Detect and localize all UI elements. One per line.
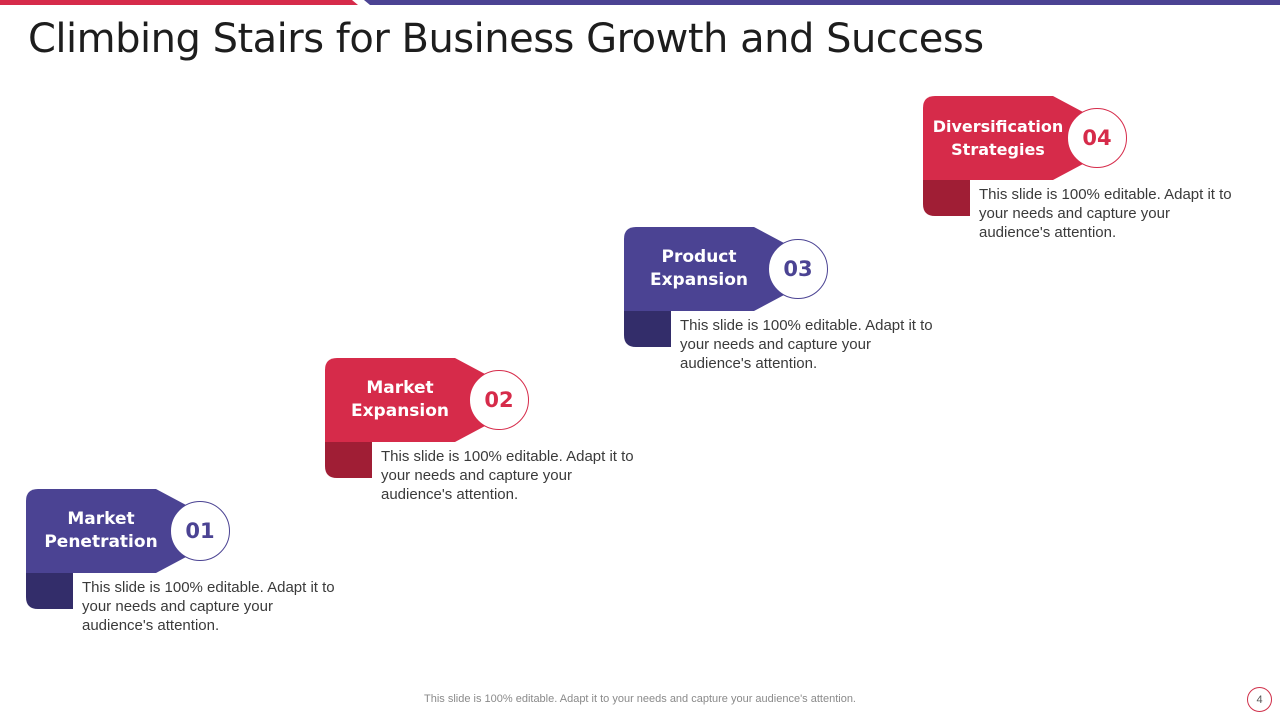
step-3-title-line1: Product [661, 247, 737, 267]
step-2-title-line1: Market [366, 378, 434, 398]
step-3-number-badge: 03 [768, 239, 828, 299]
step-1-tab [26, 489, 201, 573]
step-3-ribbon [624, 227, 799, 347]
step-4-title-line2: Strategies [951, 140, 1045, 159]
step-2-title-line2: Expansion [350, 401, 450, 421]
step-4-description: This slide is 100% editable. Adapt it to… [979, 186, 1232, 241]
step-1-description: This slide is 100% editable. Adapt it to… [82, 579, 335, 634]
step-2-description: This slide is 100% editable. Adapt it to… [381, 448, 634, 503]
step-1-ribbon [26, 489, 201, 609]
footer-note: This slide is 100% editable. Adapt it to… [424, 693, 856, 705]
step-2-tab [325, 358, 500, 442]
step-card-1: Market Penetration 01 This slide is 100%… [26, 489, 346, 639]
step-1-title: Market Penetration [26, 489, 176, 573]
step-2-title: Market Expansion [325, 358, 475, 442]
step-2-number-badge: 02 [469, 370, 529, 430]
step-1-number-badge: 01 [170, 501, 230, 561]
step-card-3: Product Expansion 03 This slide is 100% … [624, 227, 944, 377]
page-title: Climbing Stairs for Business Growth and … [28, 16, 984, 62]
page-number-badge: 4 [1247, 687, 1272, 712]
step-3-description: This slide is 100% editable. Adapt it to… [680, 317, 933, 372]
step-1-title-line1: Market [67, 509, 135, 529]
step-4-number-badge: 04 [1067, 108, 1127, 168]
top-accent-bar [0, 0, 1280, 5]
step-4-title-line1: Diversification [932, 117, 1064, 136]
step-card-4: Diversification Strategies 04 This slide… [923, 96, 1243, 246]
step-4-title: Diversification Strategies [923, 96, 1073, 180]
step-4-ribbon [923, 96, 1098, 216]
step-3-tab [624, 227, 799, 311]
step-3-title-line2: Expansion [649, 270, 749, 290]
step-2-ribbon [325, 358, 500, 478]
step-4-tab [923, 96, 1098, 180]
step-3-title: Product Expansion [624, 227, 774, 311]
step-card-2: Market Expansion 02 This slide is 100% e… [325, 358, 645, 508]
step-1-title-line2: Penetration [44, 532, 158, 552]
